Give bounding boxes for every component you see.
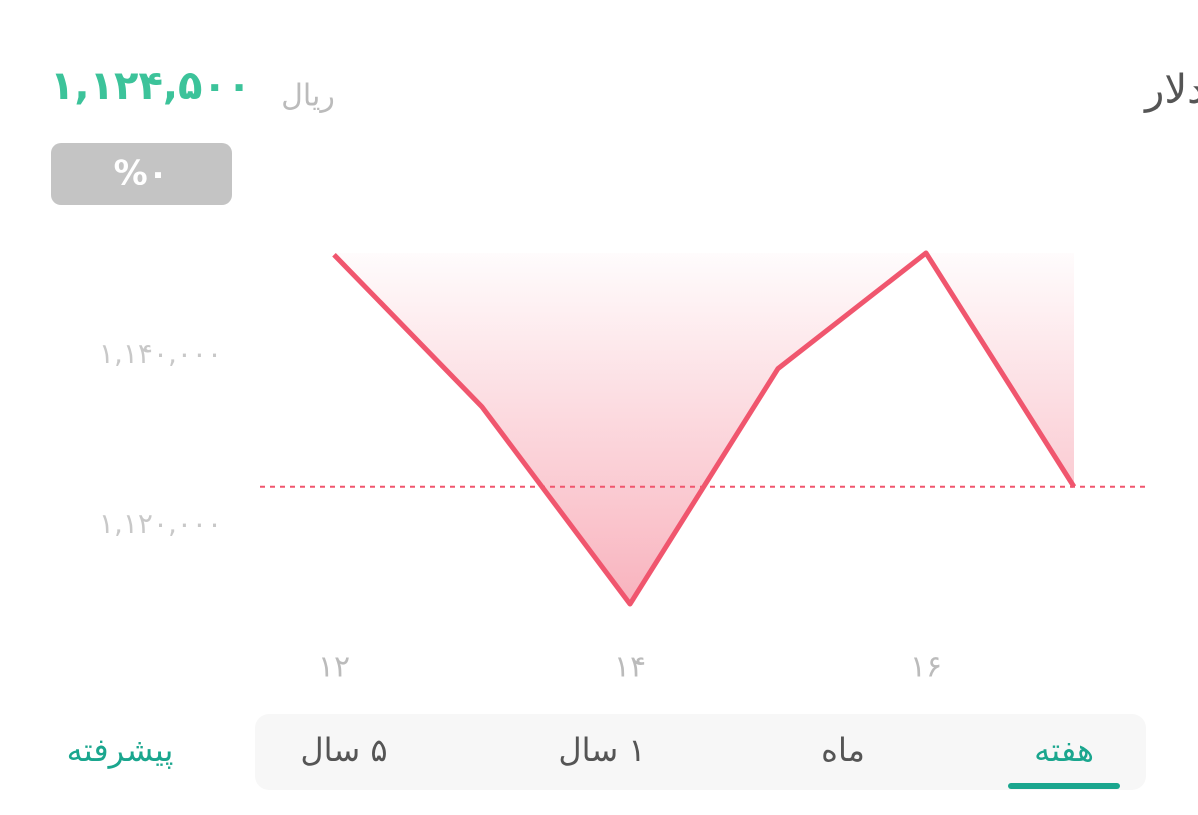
change-text: %۰ bbox=[114, 154, 169, 194]
tab-underline bbox=[1008, 783, 1120, 789]
tab-label[interactable]: هفته bbox=[1034, 731, 1094, 769]
y-tick-label: ۱,۱۴۰,۰۰۰ bbox=[99, 337, 222, 370]
change-badge bbox=[51, 143, 232, 205]
x-tick-label: ۱۴ bbox=[614, 650, 646, 685]
tab-label[interactable]: ۱ سال bbox=[558, 731, 645, 769]
x-tick-label: ۱۶ bbox=[910, 650, 942, 685]
area bbox=[334, 253, 1074, 605]
advanced-link[interactable]: پیشرفته bbox=[67, 731, 174, 769]
unit: ریال bbox=[281, 79, 335, 114]
price: ۱,۱۲۴,۵۰۰ bbox=[50, 63, 251, 109]
tab-label[interactable]: ماه bbox=[821, 731, 865, 769]
tab-label[interactable]: ۵ سال bbox=[300, 731, 387, 769]
x-tick-label: ۱۲ bbox=[318, 650, 350, 685]
tab-bar bbox=[255, 714, 1146, 790]
y-tick-label: ۱,۱۲۰,۰۰۰ bbox=[99, 507, 222, 540]
title: دلار bbox=[1143, 67, 1198, 113]
